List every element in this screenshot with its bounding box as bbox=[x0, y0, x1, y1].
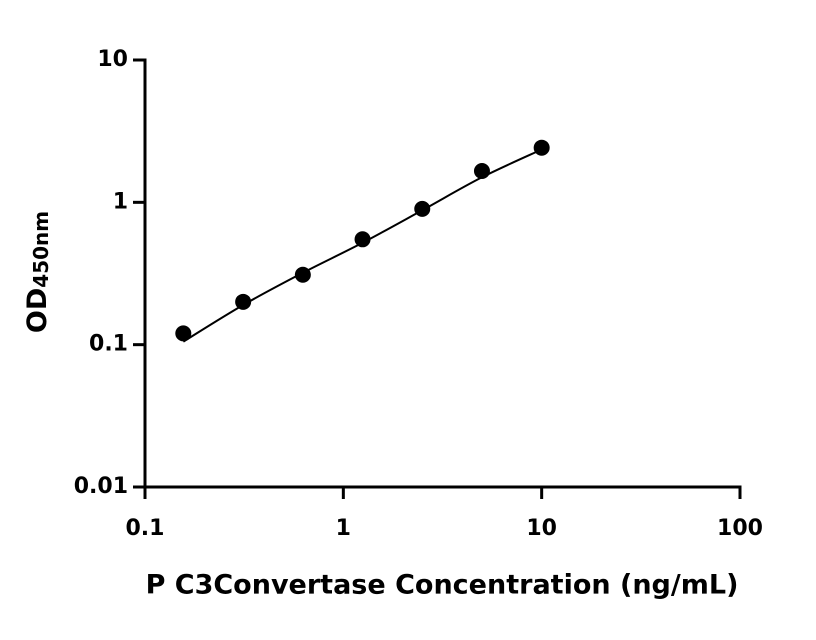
y-axis-label-sub: 450nm bbox=[29, 211, 53, 288]
y-tick-label: 0.1 bbox=[89, 332, 128, 357]
x-tick-label: 100 bbox=[717, 516, 763, 541]
data-point bbox=[354, 231, 371, 248]
data-point bbox=[414, 200, 431, 217]
y-tick-label: 0.01 bbox=[74, 474, 128, 499]
y-tick-label: 10 bbox=[97, 47, 128, 72]
data-point bbox=[175, 325, 192, 342]
data-point bbox=[294, 266, 311, 283]
data-point bbox=[533, 139, 550, 156]
y-axis-label: OD450nm bbox=[22, 211, 53, 333]
x-tick-label: 10 bbox=[526, 516, 557, 541]
y-tick-label: 1 bbox=[113, 189, 128, 214]
x-tick-label: 1 bbox=[336, 516, 351, 541]
y-axis-label-main: OD bbox=[22, 288, 53, 333]
x-axis-label: P C3Convertase Concentration (ng/mL) bbox=[146, 570, 739, 601]
x-tick-label: 0.1 bbox=[126, 516, 165, 541]
data-point bbox=[473, 163, 490, 180]
data-point bbox=[235, 293, 252, 310]
